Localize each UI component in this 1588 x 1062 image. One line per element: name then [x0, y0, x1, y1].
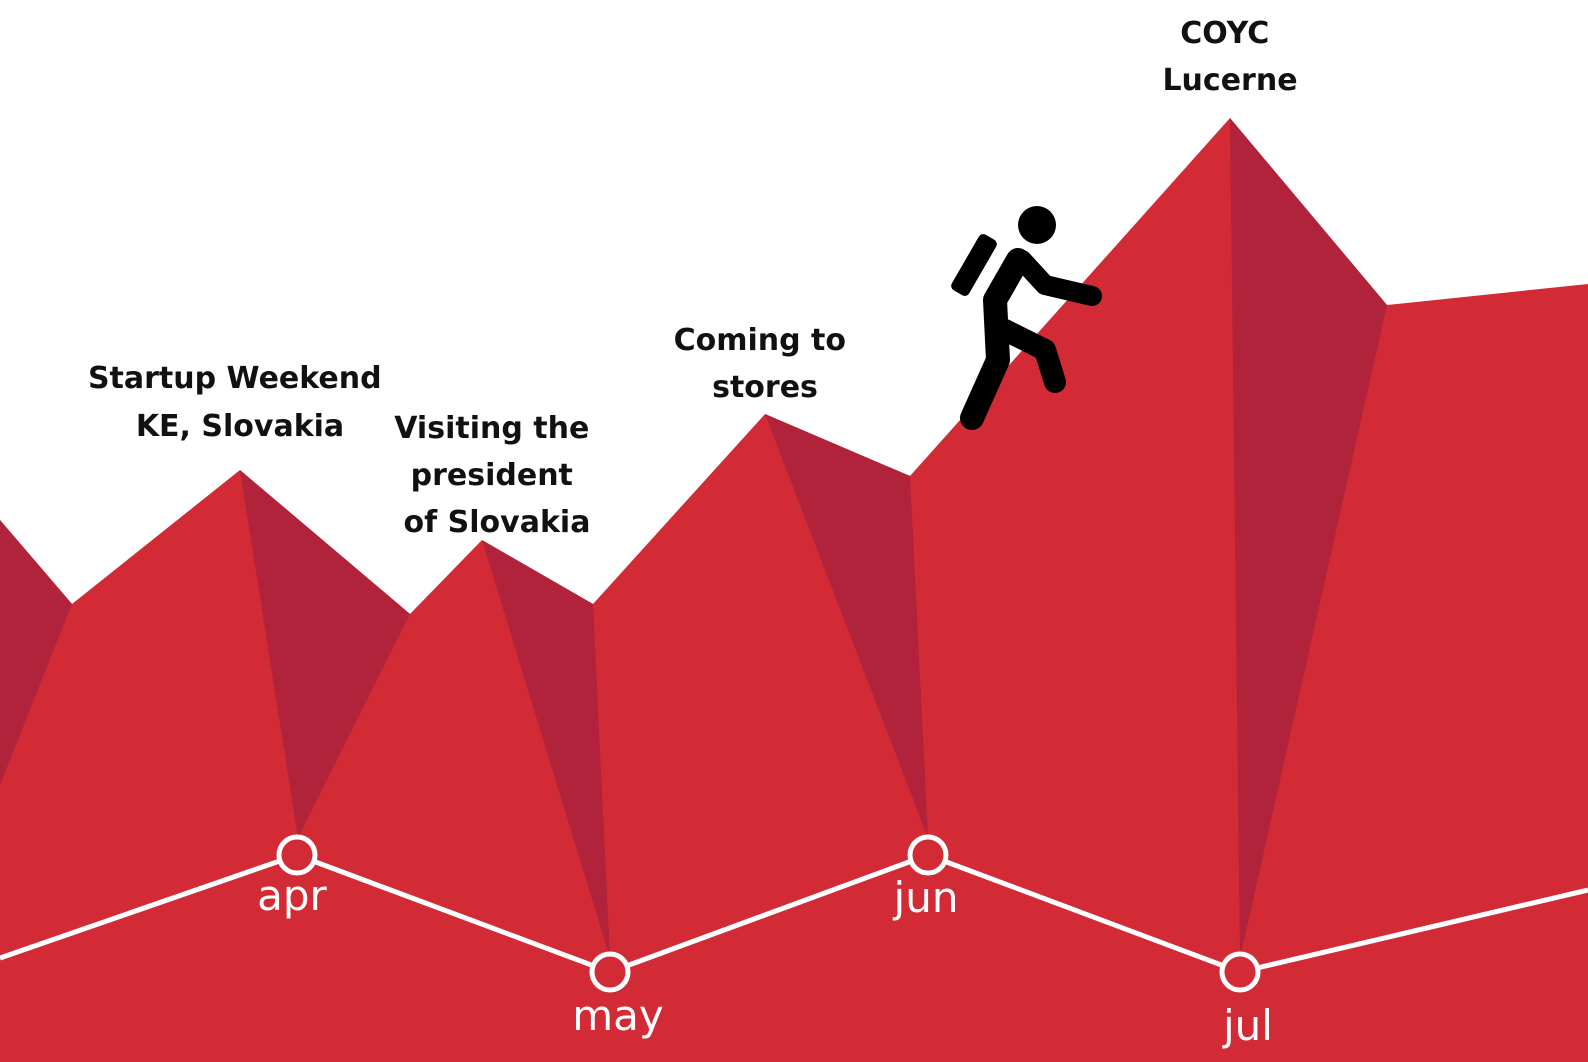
month-label: may	[572, 991, 664, 1040]
milestone-line: of Slovakia	[404, 505, 591, 540]
timeline-node	[279, 837, 315, 873]
milestone-line: KE, Slovakia	[136, 409, 344, 444]
milestone-label: Visiting the president of Slovakia	[394, 411, 600, 540]
milestone-line: Visiting the	[394, 411, 589, 446]
milestone-line: Coming to	[674, 323, 846, 358]
milestone-line: COYC	[1180, 16, 1269, 51]
timeline-node	[910, 837, 946, 873]
milestone-line: stores	[712, 370, 818, 405]
milestone-line: Startup Weekend	[88, 361, 382, 396]
month-label: apr	[257, 871, 327, 920]
milestone-line: president	[411, 458, 573, 493]
month-label: jul	[1222, 1001, 1273, 1050]
timeline-infographic: apr may jun jul Startup Weekend KE, Slov…	[0, 0, 1588, 1062]
timeline-node	[1222, 954, 1258, 990]
timeline-node	[592, 954, 628, 990]
milestone-line: Lucerne	[1162, 63, 1297, 98]
month-label: jun	[893, 873, 959, 922]
